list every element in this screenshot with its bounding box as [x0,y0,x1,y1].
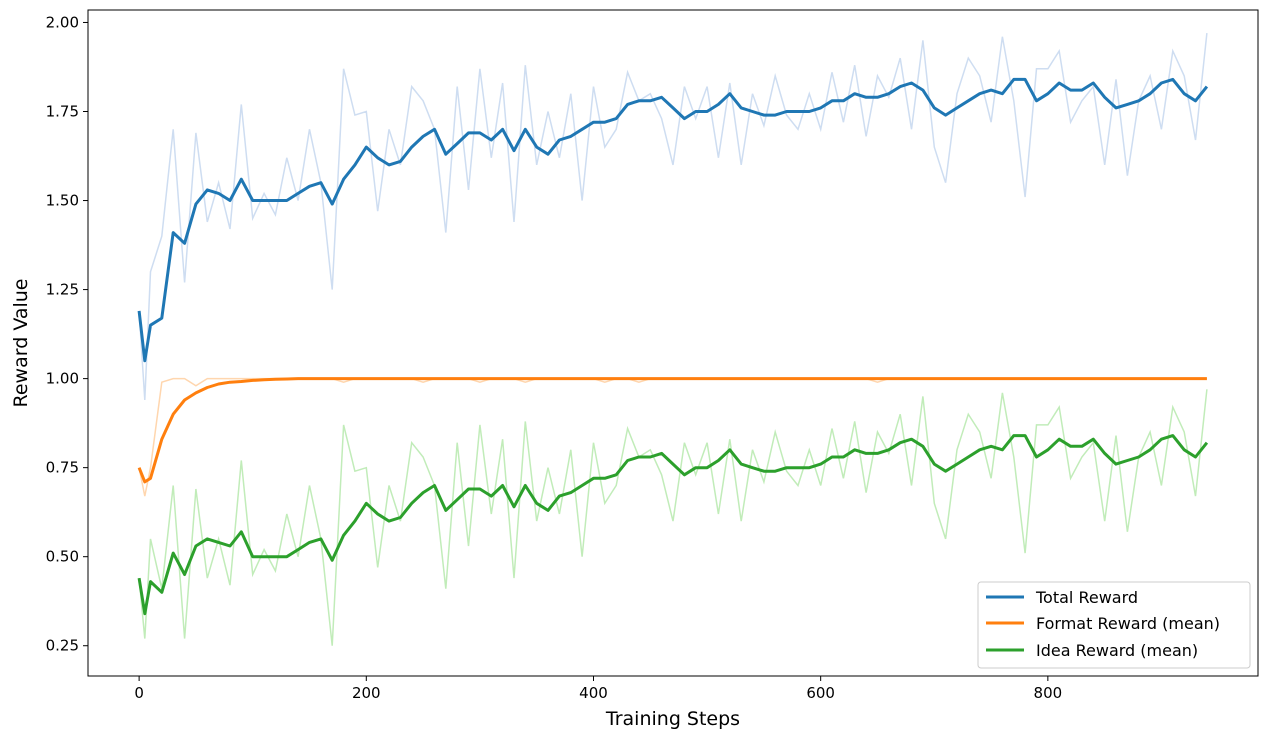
legend-label-total: Total Reward [1035,588,1138,607]
y-tick-label: 1.25 [46,281,79,299]
raw-series-lines [138,33,1208,646]
total-reward-smoothed-line [137,77,1209,363]
y-tick-label: 0.50 [46,548,79,566]
idea-reward-mean-raw-line [138,389,1208,646]
x-tick-label: 400 [579,684,608,702]
legend: Total Reward Format Reward (mean) Idea R… [977,581,1251,669]
x-axis-ticks: 0 200 400 600 800 [134,676,1062,702]
format-reward-mean-raw-line [138,377,1207,497]
total-reward-raw-line [138,33,1208,401]
smoothed-series-lines [137,77,1209,616]
y-axis-ticks: 0.25 0.50 0.75 1.00 1.25 1.50 1.75 2.00 [46,13,88,655]
legend-label-format: Format Reward (mean) [1036,614,1220,633]
y-tick-label: 2.00 [46,13,79,31]
idea-reward-mean-smoothed-line [137,434,1209,616]
y-tick-label: 0.25 [46,637,79,655]
x-tick-label: 200 [352,684,381,702]
plot-frame [87,9,1259,677]
format-reward-mean-smoothed-line [137,377,1207,484]
x-tick-label: 800 [1034,684,1063,702]
y-tick-label: 1.00 [46,370,79,388]
legend-label-idea: Idea Reward (mean) [1036,641,1198,660]
x-axis-label: Training Steps [605,708,740,730]
x-tick-label: 600 [806,684,835,702]
legend-box [977,581,1251,669]
x-tick-label: 0 [134,684,144,702]
y-tick-label: 0.75 [46,459,79,477]
y-tick-label: 1.75 [46,103,79,121]
y-axis-label: Reward Value [10,279,32,408]
y-tick-label: 1.50 [46,192,79,210]
